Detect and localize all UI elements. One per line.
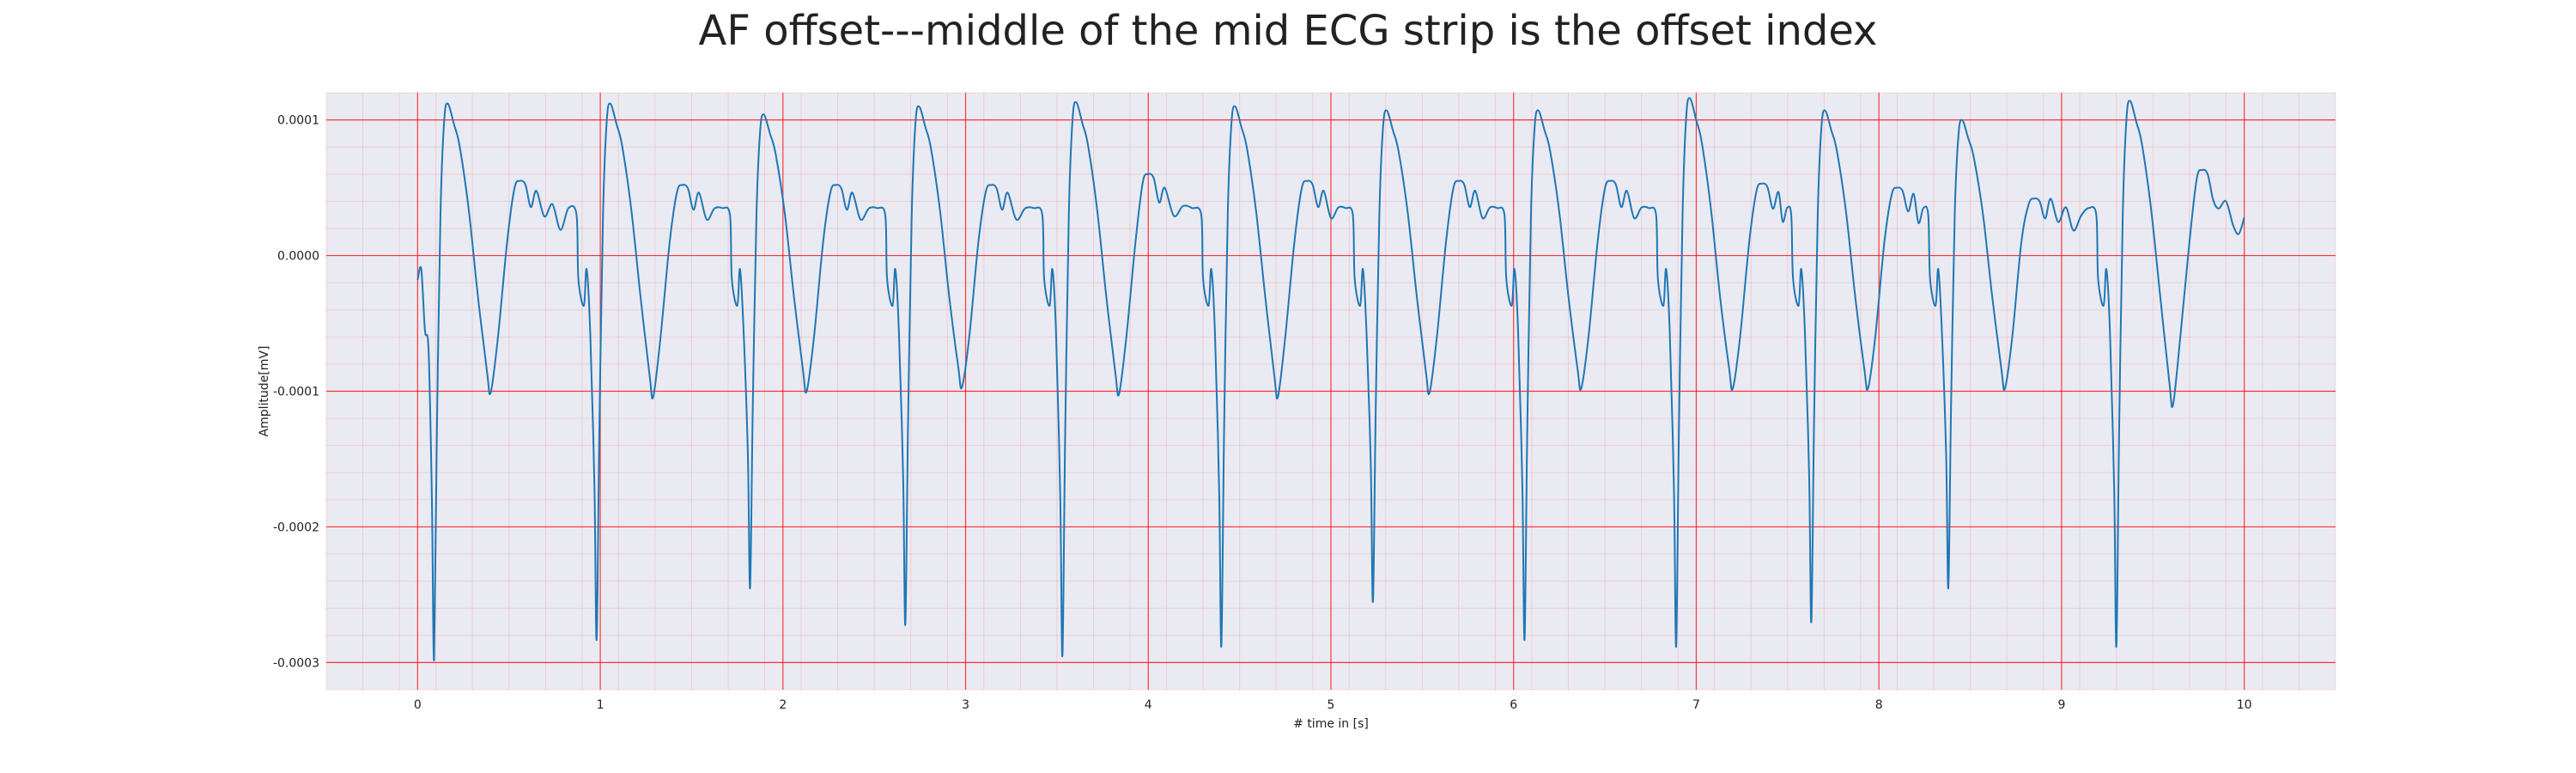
y-tick-label: -0.0003: [273, 656, 319, 670]
x-tick-label: 7: [1692, 698, 1700, 712]
y-tick-label: 0.0001: [277, 114, 319, 128]
y-tick-labels: 0.0001 0.0000 -0.0001 -0.0002 -0.0003: [273, 114, 319, 671]
x-tick-label: 0: [414, 698, 422, 712]
x-tick-label: 4: [1145, 698, 1152, 712]
x-tick-label: 3: [962, 698, 969, 712]
y-axis-label: Amplitude[mV]: [258, 346, 271, 437]
x-tick-label: 8: [1875, 698, 1883, 712]
x-tick-label: 9: [2057, 698, 2065, 712]
chart-title: AF offset---middle of the mid ECG strip …: [698, 7, 1878, 55]
y-tick-label: -0.0002: [273, 520, 319, 534]
y-tick-label: -0.0001: [273, 386, 319, 399]
x-tick-labels: 0 1 2 3 4 5 6 7 8 9 10: [414, 698, 2252, 712]
y-tick-label: 0.0000: [277, 250, 319, 264]
x-tick-label: 6: [1510, 698, 1517, 712]
x-axis-label: # time in [s]: [1293, 717, 1369, 731]
major-grid: [326, 93, 2336, 690]
x-tick-label: 5: [1327, 698, 1335, 712]
x-tick-label: 1: [597, 698, 605, 712]
x-tick-label: 10: [2237, 698, 2252, 712]
x-tick-label: 2: [779, 698, 787, 712]
ecg-series-line: [416, 97, 2245, 661]
